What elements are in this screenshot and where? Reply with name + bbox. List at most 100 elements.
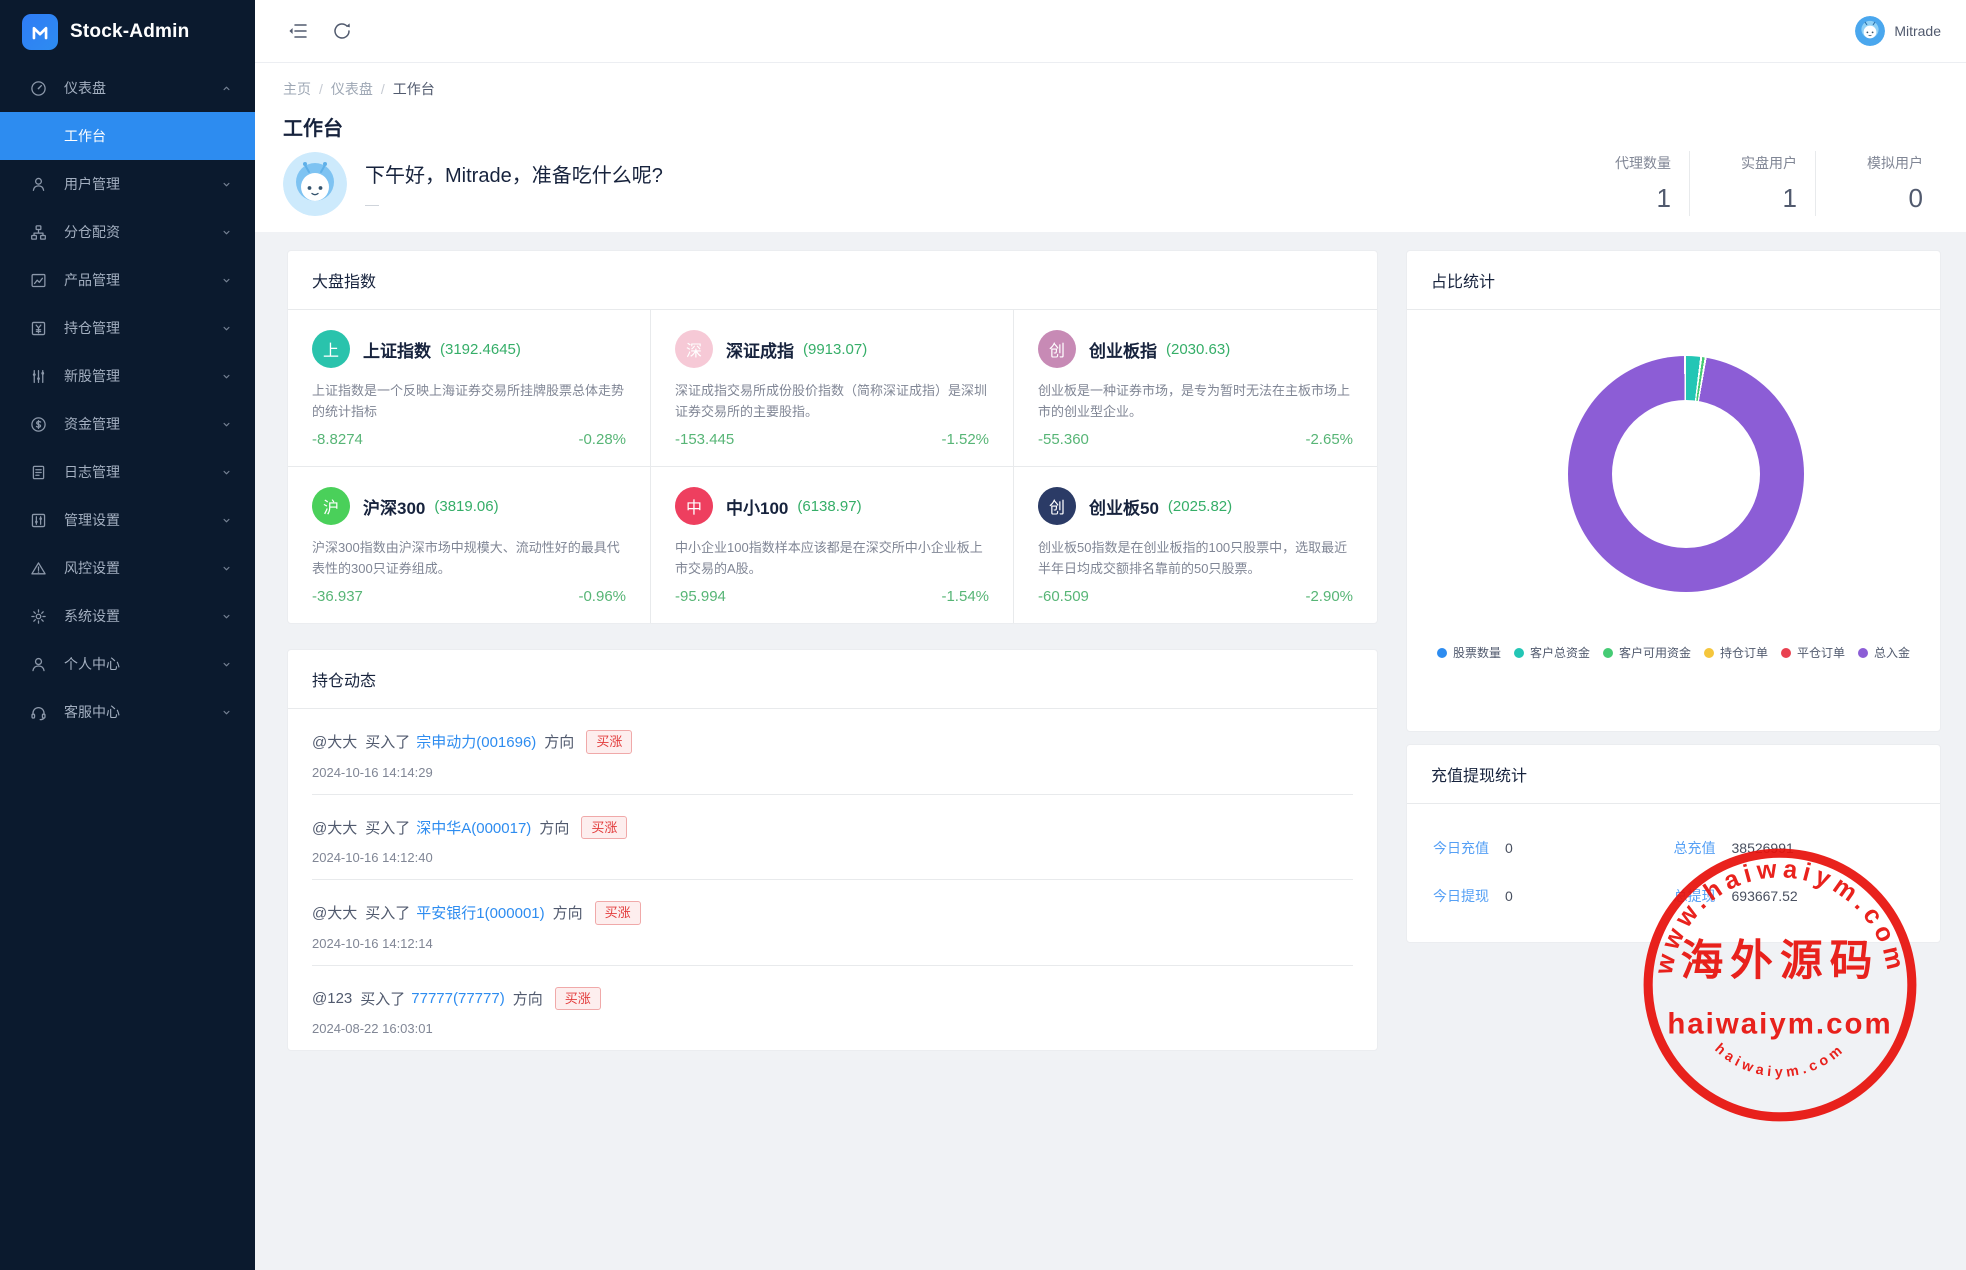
refresh-icon[interactable]	[331, 20, 353, 42]
header-stats: 代理数量 1 实盘用户 1 模拟用户 0	[1563, 151, 1941, 216]
market-tiles: 上 上证指数 (3192.4645) 上证指数是一个反映上海证券交易所挂牌股票总…	[288, 310, 1377, 623]
sidebar-item-system-settings[interactable]: 系统设置	[0, 592, 255, 640]
dashboard-icon	[30, 80, 47, 97]
feed-stock-link[interactable]: 77777(77777)	[411, 989, 505, 1007]
sidebar-item-log-management[interactable]: 日志管理	[0, 448, 255, 496]
sidebar-item-product-management[interactable]: 产品管理	[0, 256, 255, 304]
sidebar-item-risk-settings[interactable]: 风控设置	[0, 544, 255, 592]
index-change-percent: -0.28%	[578, 431, 626, 448]
legend-item[interactable]: 平仓订单	[1781, 644, 1845, 661]
legend-dot	[1781, 647, 1792, 658]
breadcrumb: 主页 / 仪表盘 / 工作台	[283, 81, 435, 97]
app-title: Stock-Admin	[70, 21, 190, 42]
feed-stock-link[interactable]: 宗申动力(001696)	[416, 734, 537, 752]
legend-label: 总入金	[1874, 646, 1911, 660]
chevron-down-icon	[220, 274, 233, 287]
legend-label: 股票数量	[1452, 646, 1501, 660]
index-change-percent: -1.54%	[941, 588, 989, 605]
feed-action: 买入了	[365, 734, 411, 752]
recharge-label: 总提现	[1673, 888, 1716, 904]
legend-label: 客户总资金	[1529, 646, 1590, 660]
sidebar-item-workbench[interactable]: 工作台	[0, 112, 255, 160]
chevron-down-icon	[220, 658, 233, 671]
index-name: 中小100	[726, 498, 789, 518]
recharge-label: 今日提现	[1433, 888, 1489, 904]
legend-item[interactable]: 股票数量	[1436, 644, 1501, 661]
index-description: 中小企业100指数样本应该都是在深交所中小企业板上市交易的A股。	[675, 540, 983, 577]
logo[interactable]: Stock-Admin	[0, 0, 255, 64]
feed-user: @大大	[312, 905, 358, 923]
sidebar-item-funds-management[interactable]: 资金管理	[0, 400, 255, 448]
feed-timestamp: 2024-10-16 14:14:29	[312, 764, 433, 780]
sidebar-item-support-center[interactable]: 客服中心	[0, 688, 255, 736]
feed-user: @大大	[312, 819, 358, 837]
legend-dot	[1858, 647, 1869, 658]
user-management-icon	[30, 176, 47, 193]
collapse-sidebar-icon[interactable]	[287, 20, 309, 42]
index-icon: 上	[312, 330, 350, 368]
legend-dot	[1436, 647, 1447, 658]
org-chart-icon	[30, 224, 47, 241]
recharge-value: 693667.52	[1731, 888, 1798, 904]
index-icon: 创	[1038, 487, 1076, 525]
product-chart-icon	[30, 272, 47, 289]
sidebar-item-admin-settings[interactable]: 管理设置	[0, 496, 255, 544]
recharge-value: 0	[1505, 840, 1513, 856]
stat-block: 实盘用户 1	[1689, 151, 1815, 216]
stat-value: 1	[1656, 183, 1671, 213]
feed-stock-link[interactable]: 平安银行1(000001)	[416, 905, 545, 923]
positions-feed: @大大 买入了 宗申动力(001696) 方向 买涨 2024-10-16 14…	[288, 709, 1377, 1050]
feed-user: @123	[312, 989, 353, 1007]
index-tile: 上 上证指数 (3192.4645) 上证指数是一个反映上海证券交易所挂牌股票总…	[288, 310, 651, 467]
feed-item: @123 买入了 77777(77777) 方向 买涨 2024-08-22 1…	[312, 966, 1353, 1051]
sidebar-item-ipo-management[interactable]: 新股管理	[0, 352, 255, 400]
chevron-down-icon	[220, 514, 233, 527]
sidebar-item-dashboard[interactable]: 仪表盘	[0, 64, 255, 112]
person-icon	[30, 656, 47, 673]
index-change-percent: -2.90%	[1305, 588, 1353, 605]
index-tile: 创 创业板50 (2025.82) 创业板50指数是在创业板指的100只股票中，…	[1014, 467, 1377, 623]
index-value: (9913.07)	[803, 340, 868, 358]
legend-item[interactable]: 持仓订单	[1704, 644, 1768, 661]
legend-item[interactable]: 客户可用资金	[1602, 644, 1691, 661]
breadcrumb-home[interactable]: 主页	[283, 81, 311, 97]
index-name: 深证成指	[726, 341, 794, 361]
index-change: -95.994	[675, 588, 726, 605]
index-icon: 深	[675, 330, 713, 368]
index-description: 深证成指交易所成份股价指数（简称深证成指）是深圳证券交易所的主要股指。	[675, 383, 988, 420]
feed-stock-link[interactable]: 深中华A(000017)	[416, 819, 532, 837]
legend-item[interactable]: 客户总资金	[1513, 644, 1590, 661]
recharge-row: 总提现 693667.52	[1674, 886, 1915, 906]
breadcrumb-current: 工作台	[392, 81, 435, 97]
chevron-down-icon	[220, 466, 233, 479]
sidebar-item-allocation[interactable]: 分仓配资	[0, 208, 255, 256]
index-name: 创业板指	[1089, 341, 1157, 361]
feed-item: @大大 买入了 平安银行1(000001) 方向 买涨 2024-10-16 1…	[312, 880, 1353, 966]
sidebar-item-position-management[interactable]: 持仓管理	[0, 304, 255, 352]
index-name: 沪深300	[363, 498, 426, 518]
index-value: (6138.97)	[797, 497, 862, 515]
legend-label: 持仓订单	[1720, 646, 1769, 660]
warning-triangle-icon	[30, 560, 47, 577]
stat-block: 代理数量 1	[1563, 151, 1689, 216]
index-description: 上证指数是一个反映上海证券交易所挂牌股票总体走势的统计指标	[312, 383, 625, 420]
index-description: 创业板50指数是在创业板指的100只股票中，选取最近半年日均成交额排名靠前的50…	[1038, 540, 1348, 577]
recharge-row: 今日提现 0	[1433, 886, 1674, 906]
chevron-down-icon	[220, 322, 233, 335]
index-change: -8.8274	[312, 431, 363, 448]
legend-item[interactable]: 总入金	[1858, 644, 1910, 661]
index-change: -153.445	[675, 431, 735, 448]
sidebar-item-profile-center[interactable]: 个人中心	[0, 640, 255, 688]
breadcrumb-dashboard[interactable]: 仪表盘	[330, 81, 373, 97]
page-header: 主页 / 仪表盘 / 工作台 工作台 下午好，Mitrade，准备吃什么呢? —	[255, 63, 1966, 232]
index-change: -36.937	[312, 588, 363, 605]
sidebar-item-user-management[interactable]: 用户管理	[0, 160, 255, 208]
buy-rise-badge: 买涨	[581, 815, 628, 840]
user-menu[interactable]: Mitrade	[1855, 16, 1941, 46]
avatar	[1855, 16, 1886, 46]
index-tile: 中 中小100 (6138.97) 中小企业100指数样本应该都是在深交所中小企…	[651, 467, 1014, 623]
ratio-stats-card: 占比统计 股票数量	[1406, 250, 1941, 732]
ratio-donut-chart	[1567, 356, 1804, 592]
buy-rise-badge: 买涨	[554, 986, 601, 1011]
